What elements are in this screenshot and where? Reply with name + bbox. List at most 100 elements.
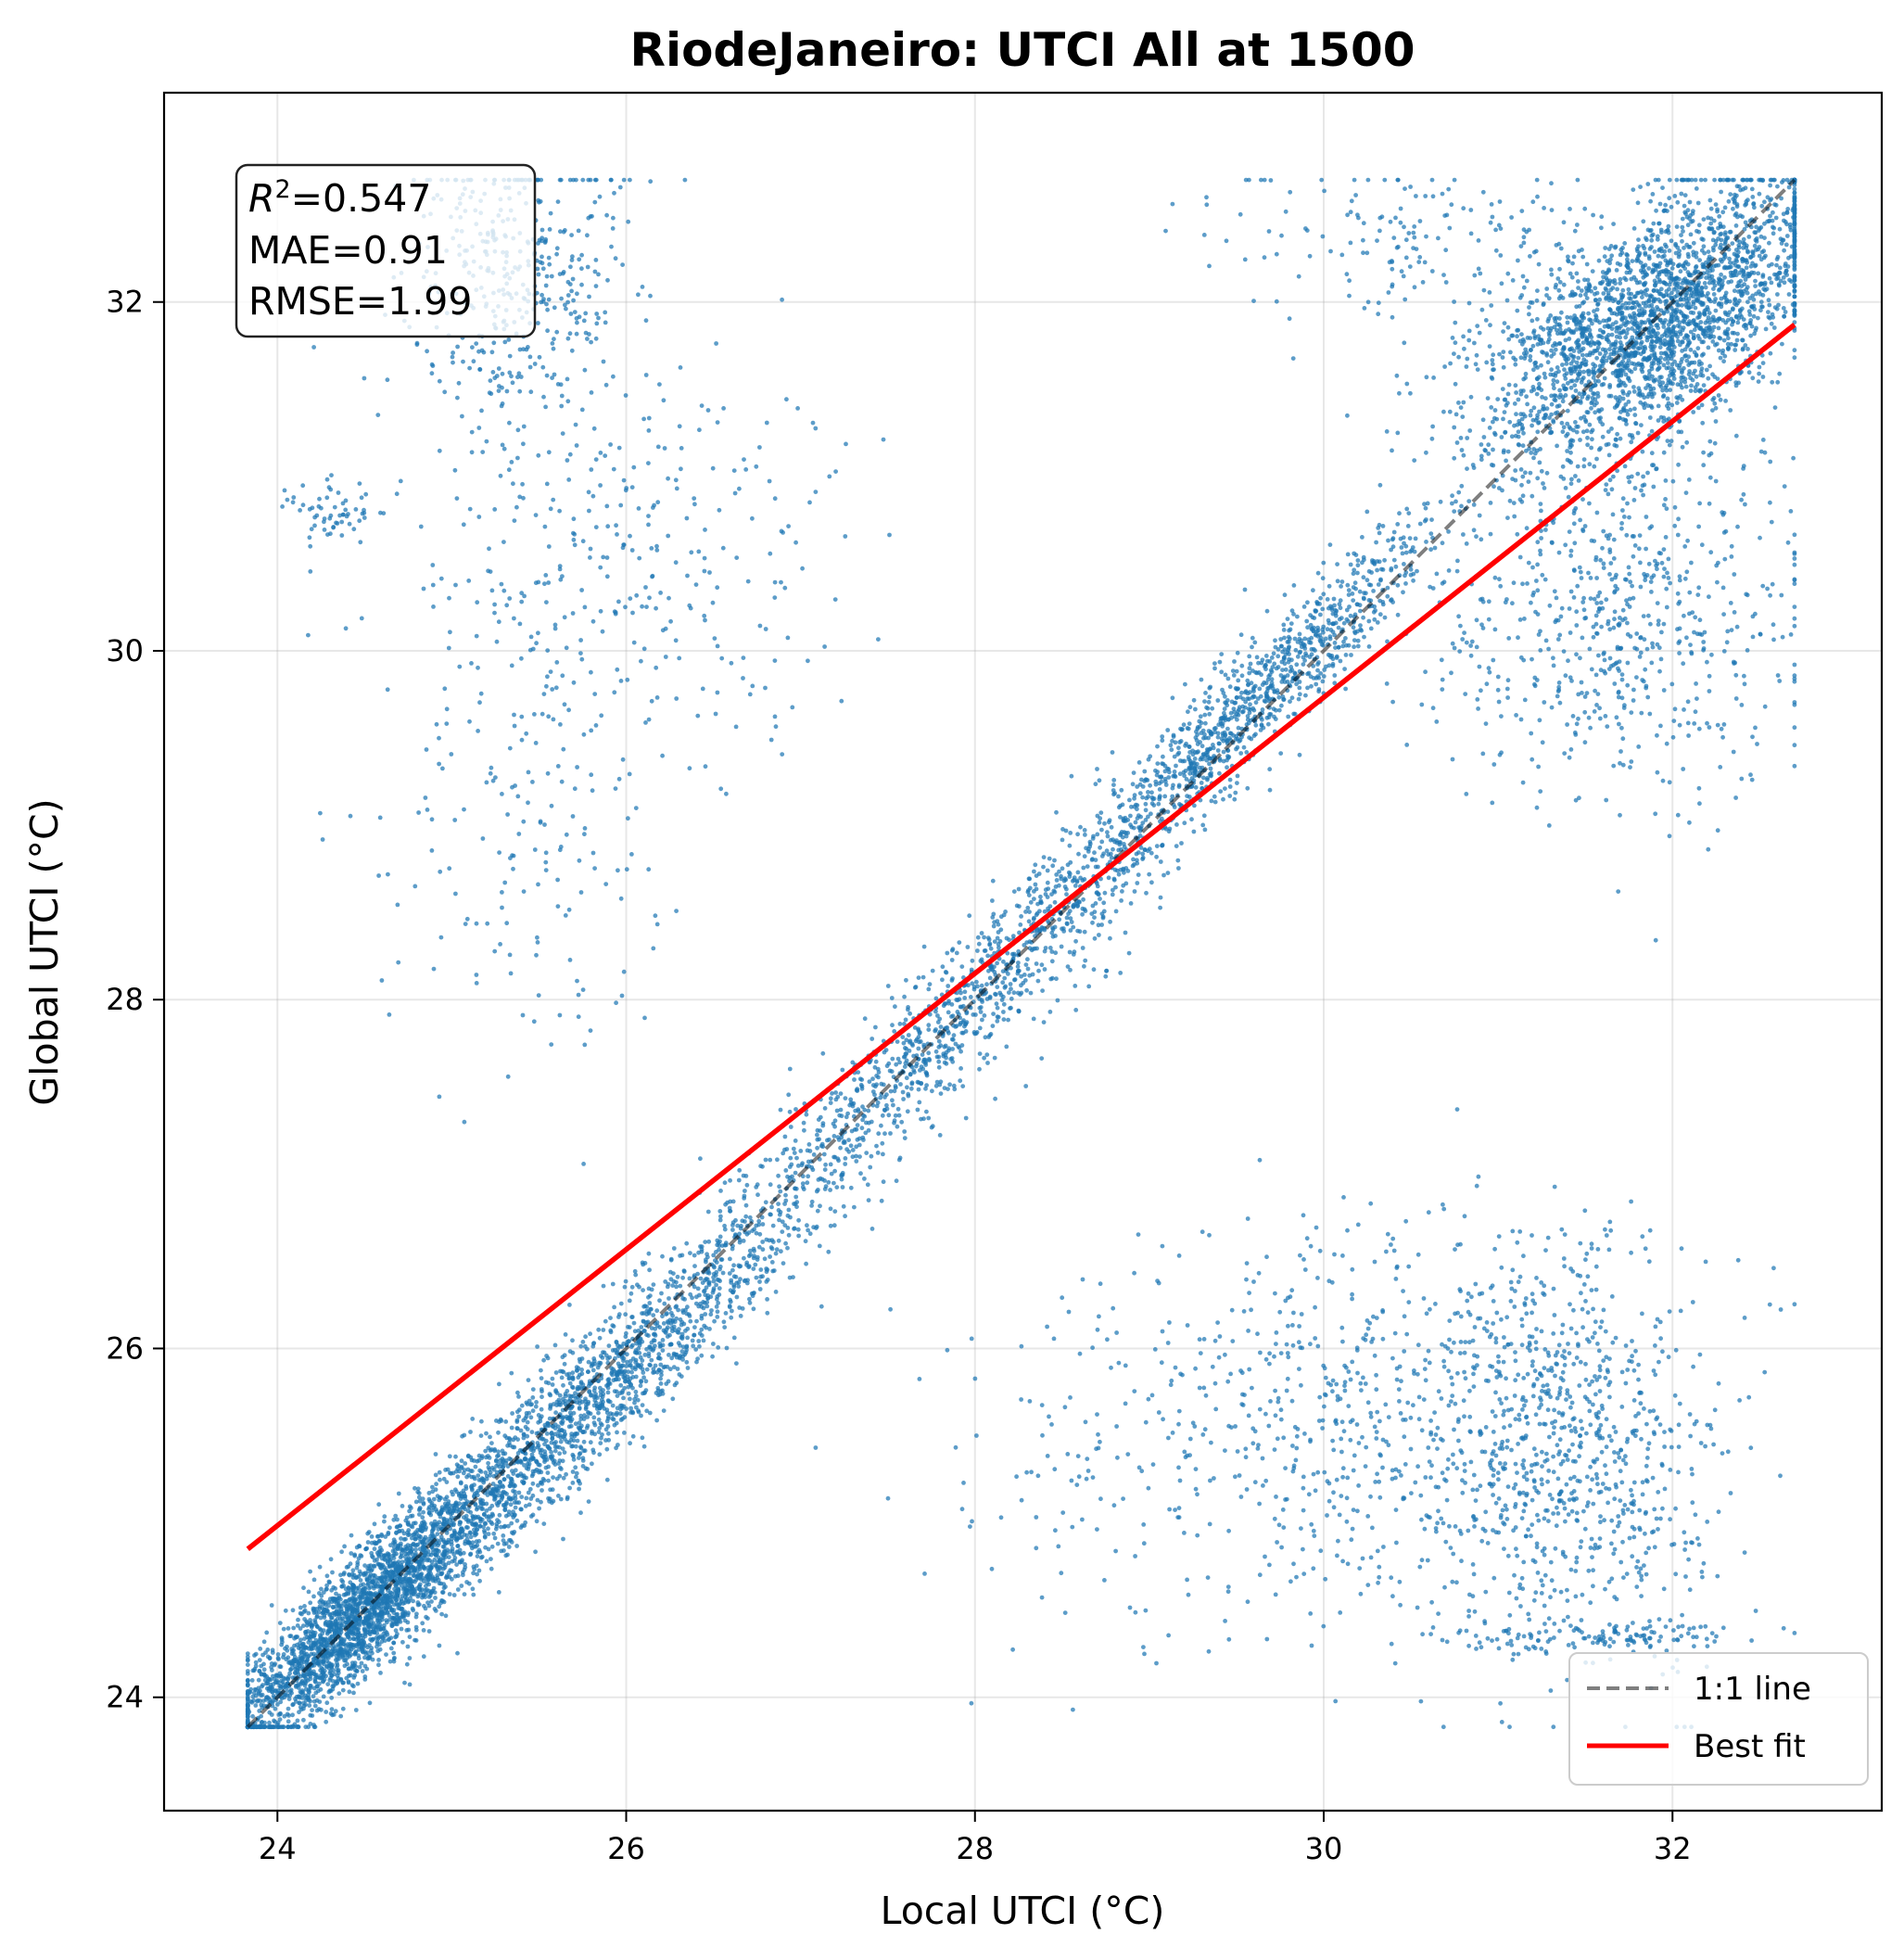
data-point — [457, 1520, 463, 1525]
data-point — [379, 1584, 385, 1590]
data-point — [331, 1584, 336, 1590]
data-point — [1132, 889, 1137, 894]
data-point — [622, 1431, 627, 1435]
data-point — [731, 1335, 737, 1341]
data-point — [329, 1626, 335, 1632]
data-point — [365, 1656, 371, 1661]
data-point — [308, 1618, 312, 1622]
data-point — [957, 940, 962, 945]
data-point — [281, 1626, 286, 1632]
data-point — [1128, 901, 1134, 906]
data-point — [513, 1512, 517, 1518]
data-point — [816, 1188, 820, 1192]
data-point — [669, 1355, 675, 1361]
data-point — [288, 1666, 294, 1672]
data-point — [331, 1605, 336, 1610]
data-point — [832, 1209, 838, 1214]
data-point — [580, 1340, 586, 1344]
data-point — [302, 1604, 307, 1609]
data-point — [277, 1664, 283, 1669]
data-point — [267, 1677, 272, 1682]
data-point — [366, 1585, 372, 1591]
data-point — [314, 1708, 320, 1713]
data-point — [701, 1338, 706, 1343]
data-point — [589, 1393, 594, 1398]
data-point — [261, 1724, 266, 1730]
data-point — [454, 1549, 460, 1554]
data-point — [378, 1598, 384, 1604]
data-point — [717, 1266, 722, 1272]
data-point — [533, 1549, 538, 1555]
data-point — [561, 1475, 566, 1481]
data-point — [337, 1654, 342, 1659]
data-point — [728, 1177, 732, 1183]
data-point — [433, 1507, 438, 1512]
data-point — [501, 1533, 506, 1538]
data-point — [783, 1198, 789, 1203]
data-point — [798, 1149, 804, 1153]
data-point — [432, 1607, 438, 1611]
data-point — [539, 1488, 544, 1493]
data-point — [586, 1369, 590, 1375]
data-point — [815, 1208, 820, 1214]
data-point — [451, 1593, 457, 1597]
data-point — [848, 1143, 854, 1149]
data-point — [336, 1611, 340, 1617]
data-point — [988, 946, 994, 951]
data-point — [714, 1269, 719, 1275]
data-point — [318, 1627, 324, 1633]
data-point — [1050, 975, 1055, 981]
data-point — [421, 1555, 426, 1560]
data-point — [1093, 782, 1098, 787]
data-point — [550, 1382, 555, 1387]
data-point — [917, 1100, 922, 1105]
data-point — [525, 1427, 530, 1431]
data-point — [758, 1267, 764, 1272]
data-point — [328, 1688, 334, 1694]
data-point — [550, 1487, 555, 1493]
data-point — [364, 1666, 370, 1672]
data-point — [736, 1177, 742, 1183]
data-point — [388, 1646, 394, 1651]
data-point — [905, 1109, 910, 1114]
data-point — [960, 1084, 966, 1088]
data-point — [410, 1606, 415, 1611]
data-point — [596, 1410, 601, 1416]
data-point — [507, 1440, 512, 1445]
data-point — [304, 1695, 309, 1700]
data-point — [947, 1082, 952, 1088]
data-point — [755, 1254, 760, 1260]
data-point — [743, 1189, 747, 1193]
data-point — [1221, 796, 1225, 802]
data-point — [842, 1139, 847, 1144]
data-point — [530, 1512, 536, 1518]
data-point — [348, 1636, 352, 1642]
data-point — [1174, 844, 1179, 848]
data-point — [651, 1370, 655, 1375]
data-point — [760, 1240, 766, 1244]
data-point — [994, 1001, 999, 1007]
data-point — [440, 1537, 446, 1543]
data-point — [461, 1501, 466, 1507]
data-point — [880, 1113, 885, 1118]
data-point — [864, 1120, 869, 1126]
data-point — [395, 1593, 400, 1598]
data-point — [610, 1323, 616, 1328]
data-point — [769, 1204, 774, 1210]
data-point — [245, 1702, 250, 1707]
data-point — [1149, 880, 1154, 885]
data-point — [809, 1203, 814, 1208]
data-point — [692, 1253, 697, 1258]
data-point — [768, 1157, 773, 1163]
data-point — [530, 1408, 536, 1414]
data-point — [862, 1177, 867, 1181]
data-point — [599, 1397, 604, 1403]
data-point — [610, 1403, 616, 1408]
data-point — [1090, 920, 1095, 925]
data-point — [628, 1396, 632, 1402]
data-point — [1043, 892, 1048, 897]
data-point — [524, 1495, 529, 1501]
data-point — [649, 1357, 654, 1363]
data-point — [361, 1595, 365, 1599]
data-point — [574, 1395, 578, 1401]
